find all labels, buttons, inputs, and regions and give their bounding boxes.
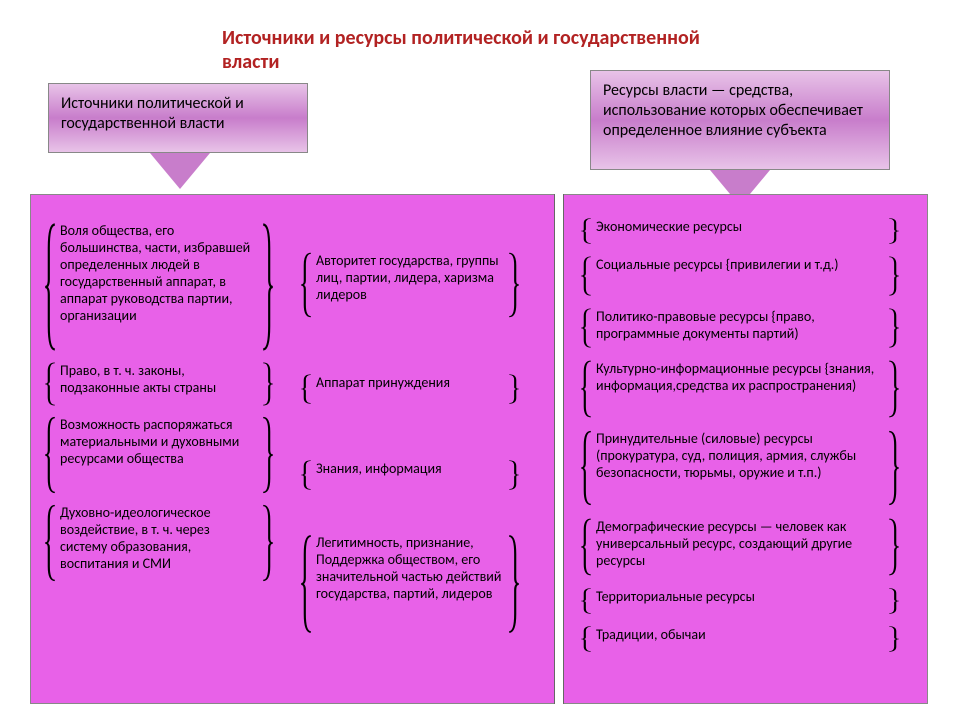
- sources-col2-item: Знания, информация: [312, 460, 508, 490]
- resources-item: Территориальные ресурсы: [592, 588, 888, 614]
- header-arrow-left: [150, 153, 210, 189]
- sources-col1-item: Воля общества, его большинства, части, и…: [56, 222, 262, 352]
- resources-item: Традиции, обычаи: [592, 626, 888, 652]
- sources-col1-item: Право, в т. ч. законы, подзаконные акты …: [56, 362, 262, 406]
- resources-item: Культурно-информационные ресурсы {знания…: [592, 360, 888, 418]
- sources-col1-item: Возможность распоряжаться материальными …: [56, 416, 262, 494]
- sources-col2-item: Легитимность, признание, Поддержка общес…: [312, 534, 508, 634]
- sources-col1-item: Духовно-идеологическое воздействие, в т.…: [56, 504, 262, 582]
- resources-item: Принудительные (силовые) ресурсы (прокур…: [592, 430, 888, 506]
- resources-item: Политико-правовые ресурсы {право, програ…: [592, 308, 888, 348]
- resources-item: Экономические ресурсы: [592, 218, 888, 244]
- header-left: Источники политической и государственной…: [48, 83, 308, 153]
- sources-col2-item: Авторитет государства, группы лиц, парти…: [312, 252, 508, 318]
- resources-item: Социальные ресурсы {привилегии и т.д.): [592, 256, 888, 296]
- header-right: Ресурсы власти — средства, использование…: [590, 70, 890, 170]
- sources-col2-item: Аппарат принуждения: [312, 374, 508, 404]
- resources-item: Демографические ресурсы — человек как ун…: [592, 518, 888, 576]
